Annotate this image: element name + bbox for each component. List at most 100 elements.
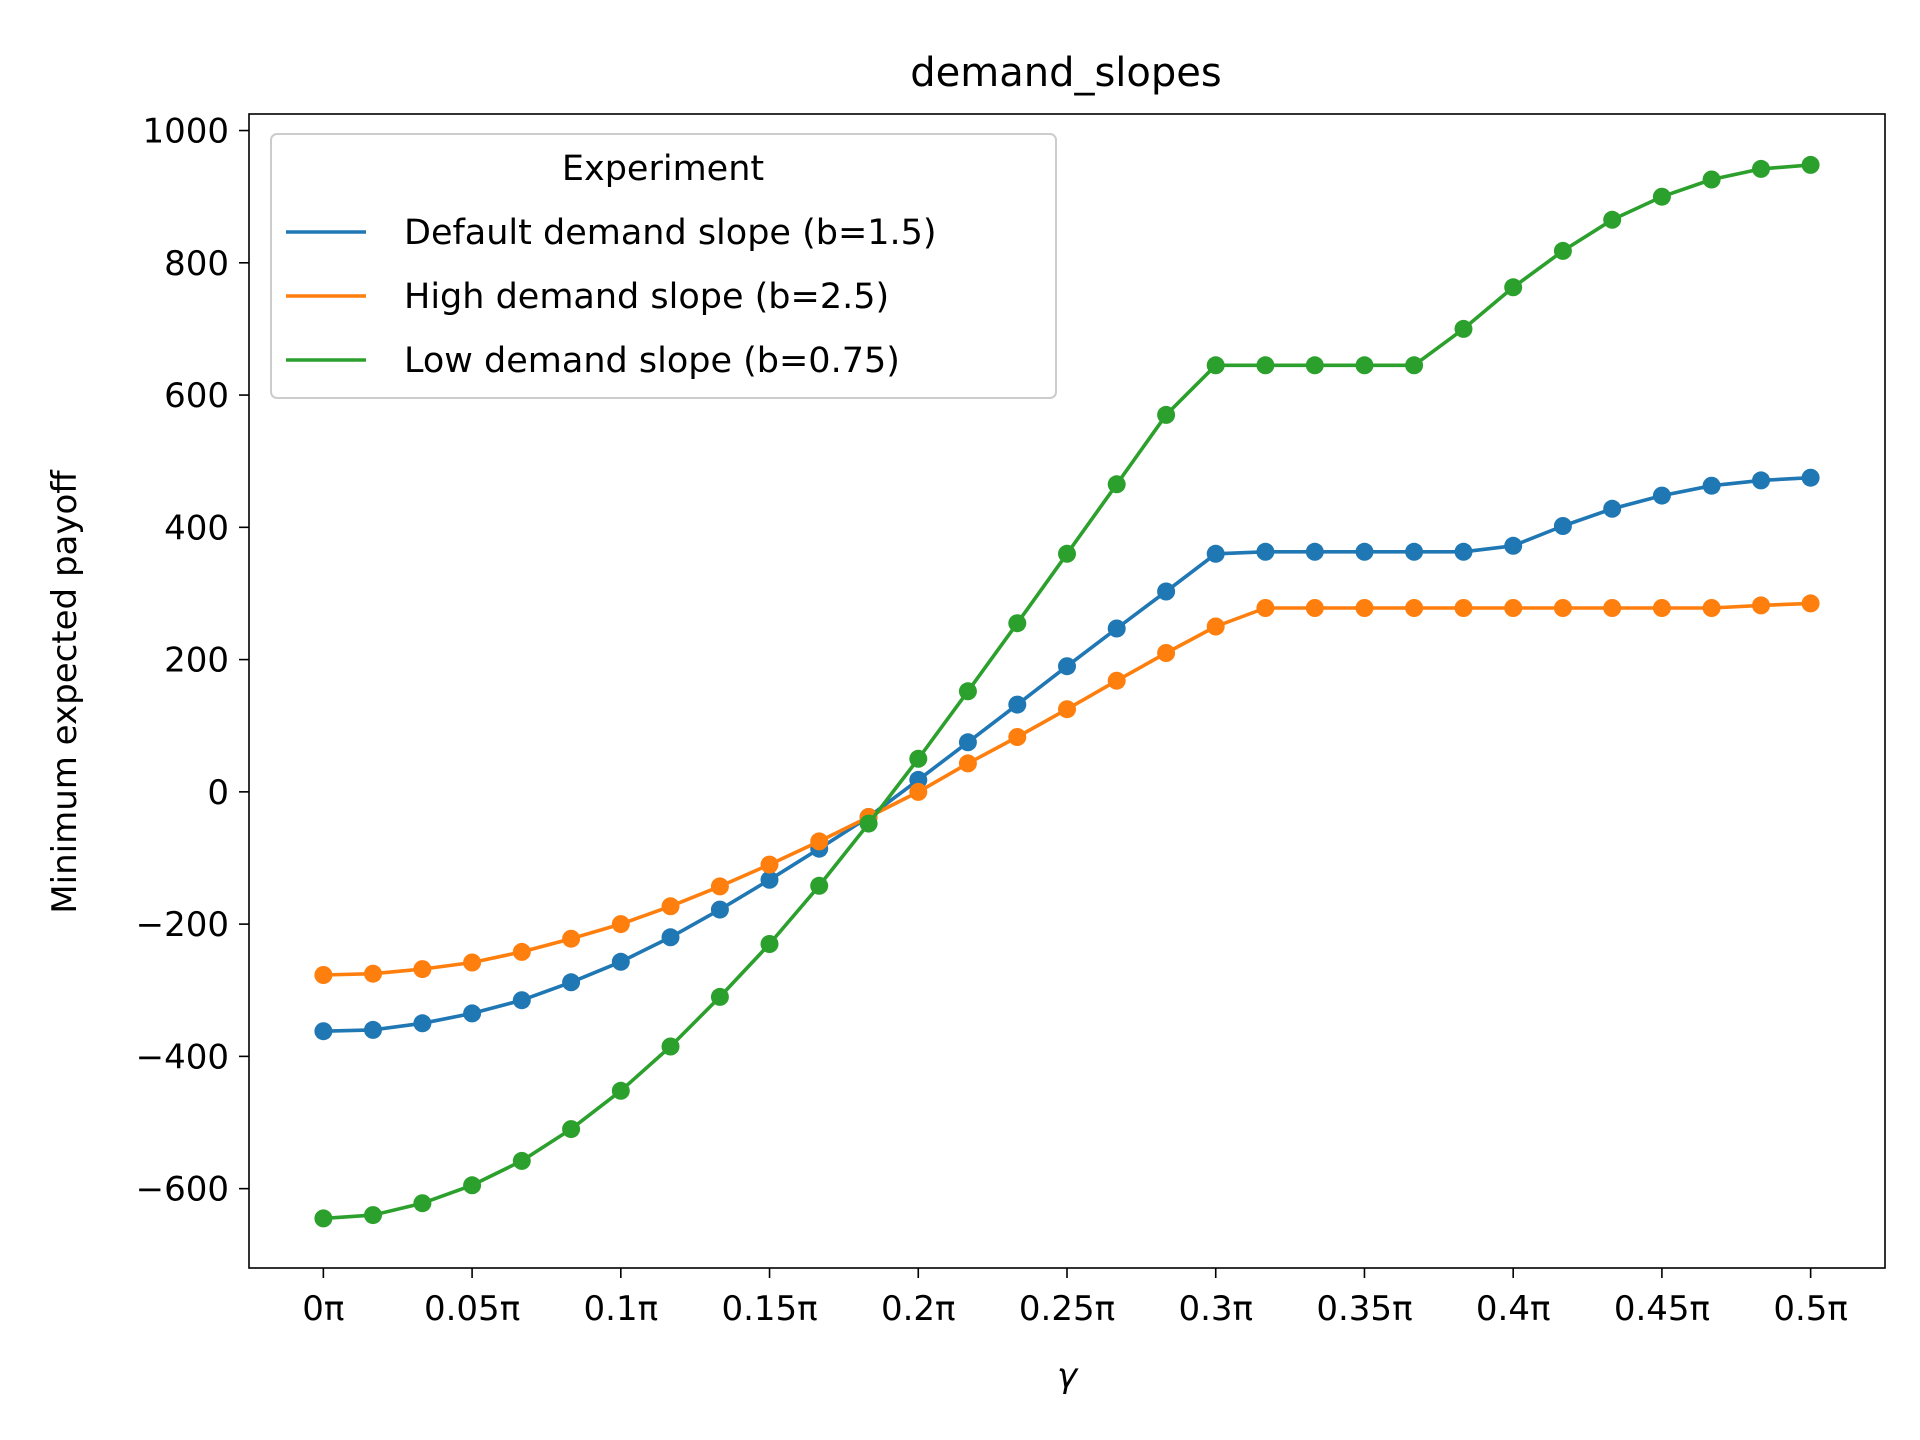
series-2-point (1801, 155, 1820, 174)
x-tick-label: 0.4π (1476, 1289, 1551, 1329)
legend-entries: Default demand slope (b=1.5) High demand … (286, 213, 937, 381)
y-tick-label: 400 (164, 508, 229, 548)
series-2-point (1107, 475, 1126, 494)
series-1-point (661, 897, 680, 916)
x-tick-label: 0.05π (424, 1289, 520, 1329)
series-0-point (1206, 544, 1225, 563)
series-1-point (1107, 671, 1126, 690)
x-tick-label: 0.35π (1316, 1289, 1412, 1329)
series-0-point (1652, 486, 1671, 505)
x-tick-label: 0.25π (1019, 1289, 1115, 1329)
x-tick-label: 0.5π (1773, 1289, 1848, 1329)
series-0-point (1454, 542, 1473, 561)
x-tick-label: 0.2π (881, 1289, 956, 1329)
legend-label-0: Default demand slope (b=1.5) (404, 213, 937, 253)
series-2-point (1752, 159, 1770, 178)
legend-label-2: Low demand slope (b=0.75) (404, 341, 900, 381)
series-1-point (562, 929, 581, 948)
series-1-point (364, 964, 382, 983)
x-tick-label: 0π (302, 1289, 344, 1329)
series-0-point (1008, 695, 1027, 714)
series-0-point (1702, 476, 1721, 495)
y-tick-label: 1000 (142, 112, 229, 152)
series-2-point (611, 1081, 630, 1100)
series-0-point (710, 900, 729, 919)
series-0-point (463, 1004, 482, 1023)
series-2-point (463, 1176, 482, 1195)
series-2-point (1603, 210, 1622, 229)
series-0-point (314, 1022, 333, 1041)
y-tick-label: −600 (136, 1170, 229, 1210)
series-1-point (760, 855, 779, 874)
series-0-point (958, 733, 977, 752)
series-1-point (1157, 644, 1176, 662)
series-0-point (1405, 542, 1424, 561)
x-axis-label: γ (1057, 1356, 1079, 1396)
series-0-point (611, 952, 630, 971)
series-0-point (1504, 536, 1523, 555)
series-2-point (958, 682, 977, 701)
legend-box (270, 133, 1057, 399)
series-0-point (1107, 619, 1126, 638)
x-tick-label: 0.3π (1178, 1289, 1253, 1329)
series-0-point (1801, 468, 1820, 487)
series-1-point (810, 832, 829, 851)
x-axis: 0π 0.05π 0.1π 0.15π 0.2π 0.25π 0.3π 0.35π 0.4π 0.… (302, 1268, 1848, 1329)
y-tick-label: 800 (164, 244, 229, 284)
series-1-point (611, 915, 630, 934)
series-2-point (661, 1037, 680, 1056)
plot-area (314, 155, 1820, 1228)
series-1-point (1553, 599, 1572, 617)
series-0-point (1553, 517, 1572, 535)
x-tick-label: 0.1π (584, 1289, 659, 1329)
series-2-point (760, 935, 779, 953)
series-2-point (413, 1194, 432, 1213)
series-0-point (1157, 582, 1176, 601)
series-0-point (1058, 657, 1076, 676)
series-1-point (1058, 700, 1076, 719)
series-0-point (661, 928, 680, 947)
series-2-point (512, 1151, 531, 1170)
series-2-point (1405, 356, 1424, 375)
series-2-point (1553, 241, 1572, 260)
series-1-point (413, 960, 432, 979)
series-1-point (512, 942, 531, 961)
series-1-point (1256, 599, 1275, 617)
series-1-point (909, 782, 928, 801)
series-2-point (1058, 544, 1076, 563)
series-2-point (1702, 170, 1721, 189)
series-1-point (1454, 599, 1473, 617)
series-1-point (1305, 599, 1324, 617)
legend-label-1: High demand slope (b=2.5) (404, 277, 889, 317)
series-1-point (958, 754, 977, 773)
series-2-point (314, 1209, 333, 1228)
series-1-point (1801, 594, 1820, 613)
series-2-point (1355, 356, 1374, 375)
y-tick-label: 200 (164, 641, 229, 681)
series-2-point (1157, 405, 1176, 424)
y-axis-label: Minimum expected payoff (45, 469, 85, 914)
x-tick-label: 0.15π (721, 1289, 817, 1329)
y-tick-label: 0 (207, 773, 229, 813)
series-2-point (909, 749, 928, 768)
series-1-point (314, 966, 333, 984)
y-tick-label: −200 (136, 905, 229, 945)
series-2-point (1454, 319, 1473, 338)
series-0-point (1752, 471, 1770, 490)
series-0-point (364, 1020, 382, 1039)
series-2-point (562, 1120, 581, 1139)
legend-title: Experiment (562, 149, 764, 189)
series-1-point (1752, 596, 1770, 615)
series-1-point (1652, 599, 1671, 617)
series-1-point (1702, 599, 1721, 617)
series-1-point (1504, 599, 1523, 617)
series-2-point (1652, 187, 1671, 206)
series-0-point (512, 991, 531, 1010)
series-1-point (710, 877, 729, 896)
series-2-point (1504, 278, 1523, 297)
y-axis: −600 −400 −200 0 200 400 600 800 1000 (136, 112, 249, 1210)
series-0-point (760, 870, 779, 889)
series-2-point (364, 1206, 382, 1225)
series-0-point (1305, 542, 1324, 561)
